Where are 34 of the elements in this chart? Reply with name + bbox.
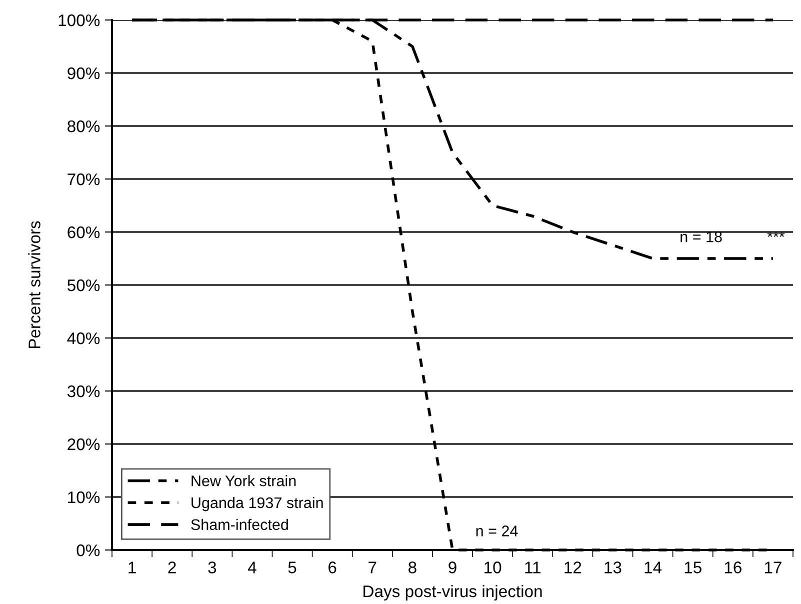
y-tick-label: 60% bbox=[68, 226, 100, 238]
x-tick-label: 17 bbox=[764, 562, 782, 574]
y-tick-label: 50% bbox=[68, 279, 100, 292]
y-tick-label: 70% bbox=[68, 173, 100, 186]
x-tick-label: 4 bbox=[248, 562, 256, 574]
y-tick-label: 100% bbox=[58, 14, 100, 26]
x-tick-label: 11 bbox=[525, 562, 540, 574]
x-tick-label: 1 bbox=[128, 562, 136, 574]
x-tick-label: 3 bbox=[208, 562, 216, 574]
y-tick-label: 20% bbox=[68, 438, 100, 450]
x-tick-label: 8 bbox=[408, 562, 416, 574]
y-tick-label: 10% bbox=[68, 491, 100, 504]
x-tick-label: 5 bbox=[288, 562, 296, 574]
y-axis-title: Percent survivors bbox=[28, 221, 40, 348]
annotation: n = 24 bbox=[476, 526, 518, 536]
y-tick-label: 30% bbox=[67, 385, 100, 398]
x-tick-label: 2 bbox=[168, 562, 176, 574]
x-tick-label: 16 bbox=[724, 562, 742, 574]
legend-label: Sham-infected bbox=[191, 518, 288, 530]
x-tick-label: 9 bbox=[448, 562, 456, 574]
y-tick-label: 80% bbox=[68, 120, 100, 132]
x-tick-label: 14 bbox=[644, 562, 662, 574]
x-tick-label: 6 bbox=[328, 562, 336, 574]
x-tick-label: 15 bbox=[684, 562, 702, 574]
y-tick-label: 0% bbox=[76, 544, 100, 556]
legend-label: Uganda 1937 strain bbox=[192, 496, 323, 512]
y-tick-label: 90% bbox=[68, 67, 100, 80]
legend-label: New York strain bbox=[192, 475, 296, 486]
x-axis-title: Days post-virus injection bbox=[364, 584, 542, 601]
y-tick-label: 40% bbox=[67, 332, 100, 344]
x-tick-label: 13 bbox=[604, 562, 622, 574]
x-tick-label: 10 bbox=[484, 562, 502, 574]
x-tick-label: 7 bbox=[368, 562, 376, 574]
x-tick-label: 12 bbox=[564, 562, 582, 574]
